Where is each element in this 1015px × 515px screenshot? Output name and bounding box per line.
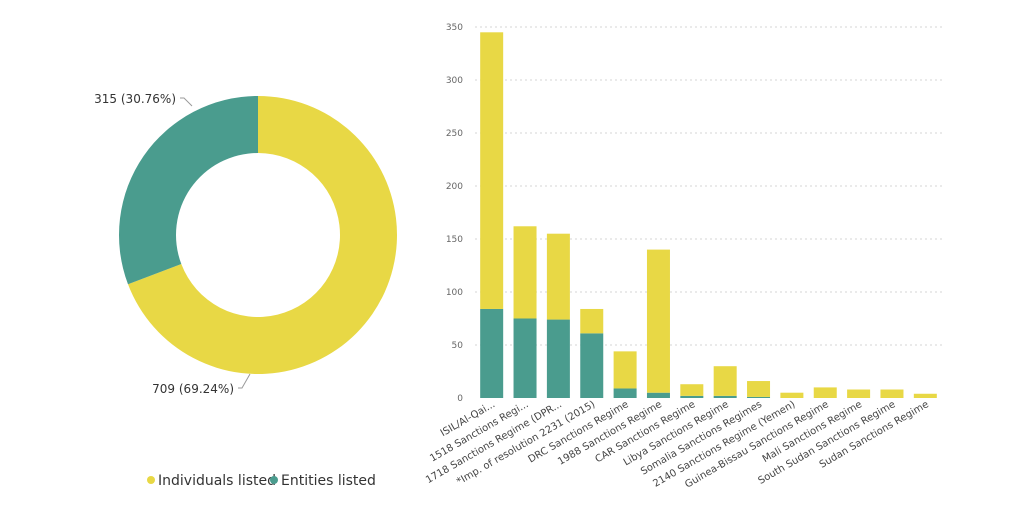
bar-individuals-3[interactable] bbox=[580, 308, 604, 334]
y-tick-label: 100 bbox=[446, 288, 463, 298]
y-tick-label: 200 bbox=[446, 182, 463, 192]
bar-entities-0[interactable] bbox=[480, 308, 504, 398]
bar-entities-4[interactable] bbox=[613, 388, 637, 398]
bar-entities-5[interactable] bbox=[646, 392, 670, 398]
bar-entities-3[interactable] bbox=[580, 333, 604, 398]
donut-slice-individuals[interactable] bbox=[128, 96, 398, 375]
bar-entities-7[interactable] bbox=[713, 395, 737, 398]
donut-slice-entities[interactable] bbox=[119, 96, 258, 285]
y-tick-label: 0 bbox=[457, 394, 463, 404]
leader-line-entities bbox=[180, 97, 193, 107]
y-tick-label: 50 bbox=[452, 341, 464, 351]
bar-individuals-4[interactable] bbox=[613, 351, 637, 389]
donut-legend: Individuals listed Entities listed bbox=[147, 473, 376, 489]
bar-individuals-11[interactable] bbox=[847, 389, 871, 398]
bar-individuals-0[interactable] bbox=[480, 32, 504, 309]
legend-marker-individuals bbox=[147, 476, 155, 484]
y-tick-label: 350 bbox=[446, 23, 463, 33]
donut-label-individuals: 709 (69.24%) bbox=[152, 382, 234, 396]
bar-entities-1[interactable] bbox=[513, 318, 537, 399]
bar-entities-8[interactable] bbox=[747, 396, 771, 398]
donut-label-entities: 315 (30.76%) bbox=[94, 92, 176, 106]
bar-individuals-13[interactable] bbox=[913, 393, 937, 398]
bar-individuals-2[interactable] bbox=[546, 233, 570, 320]
stacked-bar-chart[interactable]: 050100150200250300350ISIL/Al-Qai...1518 … bbox=[424, 23, 942, 491]
bar-individuals-9[interactable] bbox=[780, 392, 804, 398]
bar-entities-6[interactable] bbox=[680, 395, 704, 398]
bar-individuals-5[interactable] bbox=[646, 249, 670, 393]
y-tick-label: 250 bbox=[446, 129, 463, 139]
y-tick-label: 300 bbox=[446, 76, 463, 86]
x-tick-label: 1718 Sanctions Regime (DPR... bbox=[424, 399, 564, 486]
bar-individuals-8[interactable] bbox=[747, 381, 771, 397]
legend-label-individuals[interactable]: Individuals listed bbox=[158, 473, 276, 489]
bar-individuals-6[interactable] bbox=[680, 384, 704, 396]
donut-chart[interactable]: 709 (69.24%) 315 (30.76%) bbox=[94, 92, 398, 396]
bar-individuals-12[interactable] bbox=[880, 389, 904, 398]
leader-line-individuals bbox=[238, 373, 251, 389]
y-tick-label: 150 bbox=[446, 235, 463, 245]
bar-entities-2[interactable] bbox=[546, 319, 570, 398]
legend-label-entities[interactable]: Entities listed bbox=[281, 473, 376, 489]
bar-individuals-7[interactable] bbox=[713, 366, 737, 396]
bar-individuals-1[interactable] bbox=[513, 226, 537, 319]
legend-marker-entities bbox=[270, 476, 278, 484]
bar-individuals-10[interactable] bbox=[813, 387, 837, 398]
